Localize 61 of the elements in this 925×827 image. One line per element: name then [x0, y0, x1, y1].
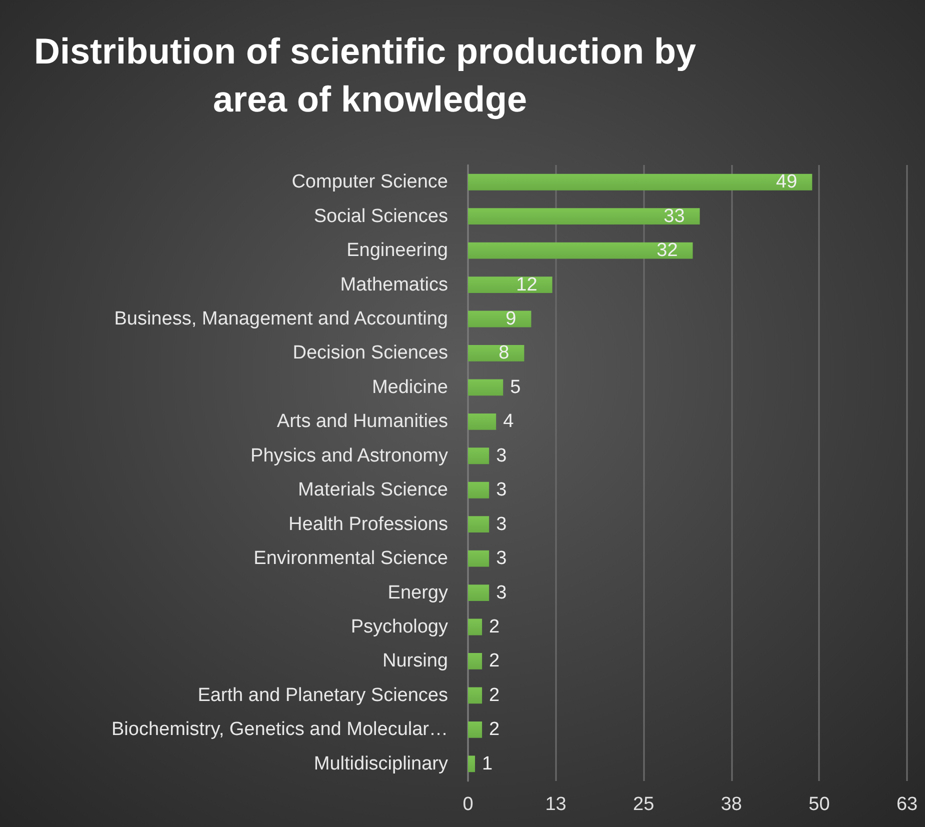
y-tick-label: Mathematics — [340, 274, 448, 296]
y-tick-label: Business, Management and Accounting — [114, 308, 448, 330]
bar — [468, 618, 482, 636]
bar — [468, 482, 490, 498]
data-label: 2 — [489, 684, 500, 706]
data-label: 8 — [498, 342, 510, 364]
y-tick-label: Multidisciplinary — [314, 753, 448, 774]
data-label: 32 — [656, 240, 678, 262]
bar — [468, 379, 504, 396]
y-tick-label: Engineering — [346, 240, 448, 262]
x-tick-label: 25 — [633, 794, 654, 815]
data-label: 2 — [489, 616, 500, 638]
bar — [468, 653, 482, 670]
bar — [468, 413, 496, 430]
bar — [468, 310, 532, 328]
bar — [468, 756, 476, 772]
y-tick-label: Psychology — [350, 616, 448, 638]
y-tick-label: Arts and Humanities — [276, 411, 448, 432]
data-label: 3 — [496, 514, 507, 535]
data-label: 33 — [664, 206, 685, 227]
data-label: 3 — [496, 445, 507, 466]
x-tick-label: 50 — [808, 794, 830, 815]
y-tick-label: Physics and Astronomy — [250, 445, 448, 466]
y-tick-label: Environmental Science — [254, 548, 448, 570]
y-tick-label: Materials Science — [298, 480, 448, 501]
data-label: 3 — [496, 582, 507, 604]
y-tick-label: Biochemistry, Genetics and Molecular… — [112, 719, 448, 740]
data-label: 2 — [489, 650, 500, 672]
y-tick-label: Decision Sciences — [292, 342, 448, 364]
y-tick-label: Health Professions — [288, 514, 448, 535]
bar — [468, 174, 812, 190]
data-label: 3 — [496, 480, 507, 501]
data-label: 49 — [776, 172, 798, 193]
chart-title: Distribution of scientific production by area of knowledge — [34, 30, 706, 120]
y-tick-label: Nursing — [382, 650, 448, 672]
data-label: 2 — [489, 719, 500, 740]
x-tick-label: 0 — [462, 794, 474, 815]
bar — [468, 345, 524, 362]
bar — [468, 276, 552, 293]
bar — [468, 721, 482, 738]
data-label: 5 — [510, 376, 521, 398]
data-label: 3 — [496, 548, 507, 570]
bar — [468, 550, 490, 567]
data-label: 9 — [506, 308, 516, 330]
data-label: 12 — [516, 274, 538, 296]
bar — [468, 242, 693, 259]
y-tick-label: Earth and Planetary Sciences — [198, 684, 448, 706]
bar — [468, 208, 700, 225]
y-tick-label: Energy — [388, 582, 448, 604]
x-tick-label: 13 — [545, 794, 566, 815]
data-label: 1 — [482, 753, 493, 774]
data-label: 4 — [503, 411, 514, 432]
x-tick-label: 63 — [896, 794, 918, 815]
y-tick-label: Medicine — [372, 376, 448, 398]
x-tick-label: 38 — [720, 794, 742, 815]
bar — [468, 584, 490, 601]
bar — [468, 516, 490, 533]
bar — [468, 687, 482, 704]
y-tick-label: Social Sciences — [314, 206, 448, 227]
bar — [468, 448, 490, 464]
y-tick-label: Computer Science — [292, 172, 448, 193]
